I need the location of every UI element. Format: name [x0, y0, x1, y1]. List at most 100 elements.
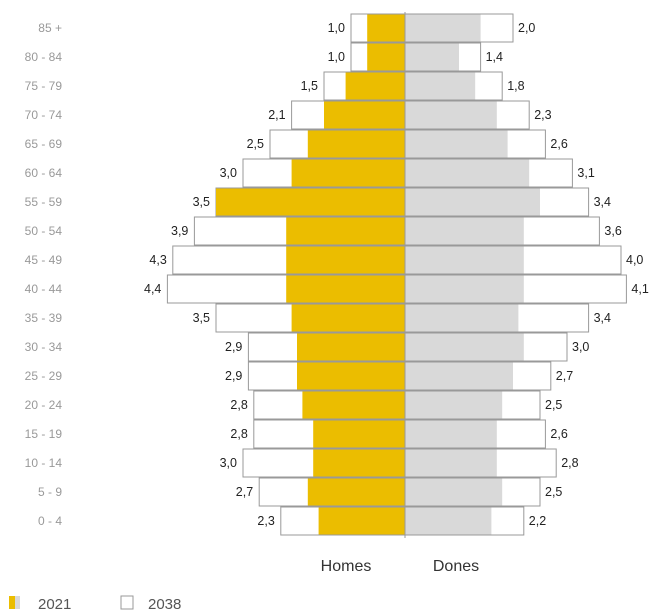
- bar-2021-homes: [367, 14, 405, 42]
- value-label-dones-2038: 2,8: [561, 456, 578, 470]
- value-label-homes-2038: 2,8: [230, 427, 247, 441]
- value-label-dones-2038: 2,3: [534, 108, 551, 122]
- age-group-tick-label: 15 - 19: [25, 427, 63, 441]
- bar-2021-dones: [405, 217, 524, 245]
- age-group-tick-label: 55 - 59: [25, 195, 63, 209]
- bar-2021-homes: [367, 43, 405, 71]
- bar-2021-dones: [405, 188, 540, 216]
- age-group-tick-label: 45 - 49: [25, 253, 63, 267]
- age-group-tick-label: 0 - 4: [38, 514, 62, 528]
- bar-2021-homes: [291, 159, 405, 187]
- bar-2021-dones: [405, 449, 497, 477]
- bar-2021-homes: [286, 246, 405, 274]
- value-label-homes-2038: 2,1: [268, 108, 285, 122]
- value-label-dones-2038: 2,7: [556, 369, 573, 383]
- bar-2021-homes: [297, 362, 405, 390]
- bar-2021-homes: [216, 188, 405, 216]
- value-label-dones-2038: 3,4: [594, 195, 611, 209]
- value-label-dones-2038: 3,0: [572, 340, 589, 354]
- homes-axis-title: Homes: [321, 558, 372, 575]
- bar-2021-dones: [405, 391, 503, 419]
- age-group-tick-label: 65 - 69: [25, 137, 63, 151]
- age-group-tick-label: 80 - 84: [25, 50, 63, 64]
- chart-rows: 85 + 1,0 2,0 80 - 84 1,0 1,4 75 - 79 1,5 1,8 70 -…: [25, 13, 649, 536]
- age-group-tick-label: 70 - 74: [25, 108, 63, 122]
- age-group-tick-label: 5 - 9: [38, 485, 62, 499]
- value-label-homes-2038: 3,9: [171, 224, 188, 238]
- bar-2021-homes: [291, 304, 405, 332]
- legend: 2021 2038: [9, 595, 181, 612]
- age-group-tick-label: 25 - 29: [25, 369, 63, 383]
- bar-2021-dones: [405, 14, 481, 42]
- value-label-homes-2038: 4,4: [144, 282, 161, 296]
- bar-2021-homes: [313, 449, 405, 477]
- age-group-tick-label: 30 - 34: [25, 340, 63, 354]
- bar-2021-dones: [405, 246, 524, 274]
- age-group-tick-label: 75 - 79: [25, 79, 63, 93]
- legend-swatch-2038: [120, 595, 134, 610]
- value-label-dones-2038: 3,1: [577, 166, 594, 180]
- bar-2021-dones: [405, 159, 530, 187]
- legend-swatch-2021-dones: [15, 596, 20, 609]
- value-label-dones-2038: 2,0: [518, 21, 535, 35]
- value-label-dones-2038: 2,5: [545, 485, 562, 499]
- bar-2021-dones: [405, 333, 524, 361]
- bar-2021-dones: [405, 420, 497, 448]
- age-group-tick-label: 40 - 44: [25, 282, 63, 296]
- value-label-homes-2038: 2,5: [247, 137, 264, 151]
- value-label-dones-2038: 3,4: [594, 311, 611, 325]
- value-label-homes-2038: 2,7: [236, 485, 253, 499]
- value-label-homes-2038: 2,9: [225, 340, 242, 354]
- value-label-dones-2038: 2,2: [529, 514, 546, 528]
- age-group-tick-label: 85 +: [38, 21, 62, 35]
- age-group-tick-label: 60 - 64: [25, 166, 63, 180]
- value-label-dones-2038: 4,0: [626, 253, 643, 267]
- value-label-homes-2038: 1,5: [301, 79, 318, 93]
- bar-2021-dones: [405, 101, 497, 129]
- bar-2021-dones: [405, 72, 476, 100]
- value-label-dones-2038: 4,1: [631, 282, 648, 296]
- bar-2021-homes: [324, 101, 405, 129]
- value-label-homes-2038: 3,0: [220, 456, 237, 470]
- value-label-homes-2038: 1,0: [328, 21, 345, 35]
- bar-2021-homes: [307, 478, 405, 506]
- value-label-homes-2038: 2,8: [230, 398, 247, 412]
- bar-2021-dones: [405, 507, 492, 535]
- legend-swatch-2021-homes: [9, 596, 15, 609]
- bar-2021-homes: [286, 217, 405, 245]
- value-label-homes-2038: 2,9: [225, 369, 242, 383]
- value-label-dones-2038: 3,6: [604, 224, 621, 238]
- bar-2021-homes: [307, 130, 405, 158]
- bar-2021-dones: [405, 478, 503, 506]
- value-label-dones-2038: 2,6: [550, 137, 567, 151]
- value-label-dones-2038: 2,6: [550, 427, 567, 441]
- bar-2021-dones: [405, 43, 459, 71]
- value-label-homes-2038: 2,3: [257, 514, 274, 528]
- bar-2021-dones: [405, 304, 519, 332]
- bar-2021-dones: [405, 362, 513, 390]
- bar-2021-homes: [345, 72, 405, 100]
- bar-2021-homes: [302, 391, 405, 419]
- bar-2021-homes: [297, 333, 405, 361]
- value-label-homes-2038: 3,5: [193, 195, 210, 209]
- value-label-dones-2038: 1,8: [507, 79, 524, 93]
- age-group-tick-label: 10 - 14: [25, 456, 63, 470]
- bar-2021-dones: [405, 275, 524, 303]
- value-label-dones-2038: 2,5: [545, 398, 562, 412]
- value-label-homes-2038: 3,5: [193, 311, 210, 325]
- bar-2021-homes: [313, 420, 405, 448]
- age-group-tick-label: 20 - 24: [25, 398, 63, 412]
- age-group-tick-label: 50 - 54: [25, 224, 63, 238]
- bar-2021-dones: [405, 130, 508, 158]
- bar-2021-homes: [286, 275, 405, 303]
- legend-label-2021: 2021: [38, 596, 71, 612]
- bar-2021-homes: [318, 507, 405, 535]
- value-label-homes-2038: 4,3: [149, 253, 166, 267]
- legend-label-2038: 2038: [148, 596, 181, 612]
- age-group-tick-label: 35 - 39: [25, 311, 63, 325]
- value-label-dones-2038: 1,4: [486, 50, 503, 64]
- value-label-homes-2038: 1,0: [328, 50, 345, 64]
- dones-axis-title: Dones: [433, 558, 479, 575]
- value-label-homes-2038: 3,0: [220, 166, 237, 180]
